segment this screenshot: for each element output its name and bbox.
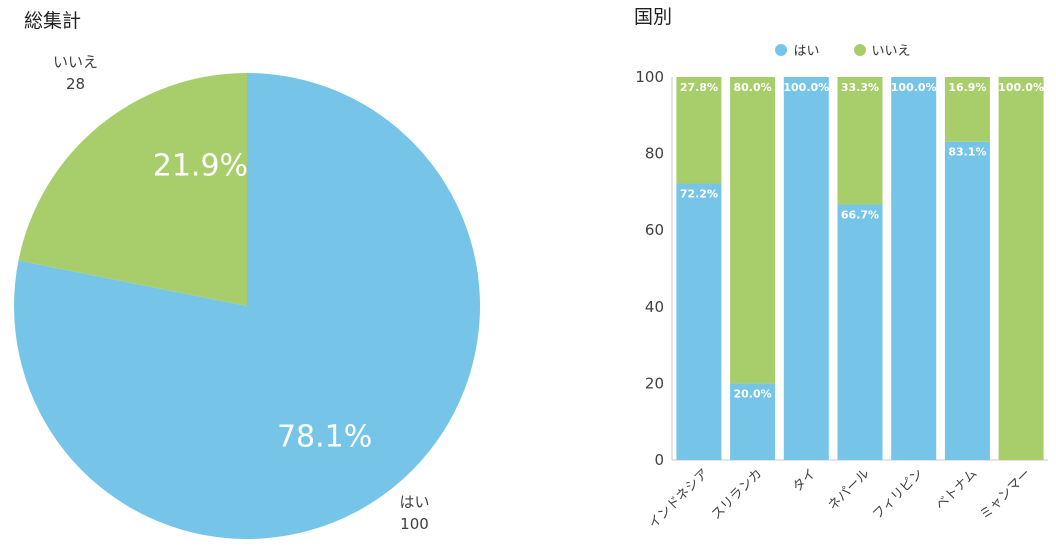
- x-category-label: フィリピン: [870, 466, 926, 522]
- bar-value-label: 66.7%: [841, 209, 879, 222]
- bar-segment-yes: [783, 77, 829, 460]
- bar-segment-yes: [837, 204, 883, 460]
- bar-chart: 0 20 40 60 80 100 72.2% 27.8% インドネシア 20.0% 80.0% スリ…: [635, 68, 1048, 532]
- bar-value-label: 16.9%: [948, 81, 986, 94]
- bar-value-label: 72.2%: [680, 188, 718, 201]
- bar-segment-yes: [730, 383, 776, 460]
- legend-swatch-yes-icon: [775, 43, 788, 56]
- bar-value-label: 20.0%: [734, 387, 772, 400]
- y-tick-label: 80: [645, 145, 664, 163]
- y-tick-label: 0: [654, 451, 664, 469]
- bar-segment-yes: [944, 141, 990, 460]
- x-category-label: ベトナム: [933, 466, 980, 513]
- bar-value-label: 100.0%: [891, 81, 937, 94]
- x-category-label: スリランカ: [709, 466, 766, 523]
- legend-label-no: いいえ: [871, 44, 911, 59]
- pie-outside-label: いいえ 28: [53, 53, 98, 93]
- bar-segment-yes: [891, 77, 937, 460]
- bar-value-label: 80.0%: [734, 81, 772, 94]
- bar-value-label: 27.8%: [680, 81, 718, 94]
- y-tick-label: 60: [645, 221, 664, 239]
- legend-item-no: いいえ: [853, 40, 911, 59]
- x-category-label: インドネシア: [646, 466, 712, 532]
- bar-value-label: 83.1%: [948, 146, 986, 159]
- x-category-label: ミャンマー: [977, 466, 1034, 523]
- pie-slice-no: [18, 73, 247, 306]
- pie-chart: 78.1% はい 100 21.9% いいえ 28: [14, 53, 481, 539]
- bar-value-label: 100.0%: [783, 81, 829, 94]
- y-tick-label: 40: [645, 298, 664, 316]
- bar-title: 国別: [634, 6, 673, 28]
- legend-item-yes: はい: [775, 40, 820, 59]
- bar-segment-no: [837, 77, 883, 205]
- bar-segment-no: [676, 77, 722, 184]
- legend-swatch-no-icon: [853, 43, 866, 56]
- x-category-label: タイ: [790, 466, 819, 495]
- bar-legend: はい いいえ: [630, 40, 1056, 59]
- bar-segment-no: [998, 77, 1044, 460]
- bar-panel: 国別 はい いいえ 0 20 40 60 80 100 72.2% 27.8% インドネシア 20…: [630, 0, 1056, 547]
- y-tick-label: 20: [645, 374, 664, 392]
- bar-segment-yes: [676, 183, 722, 460]
- pie-outside-label: はい 100: [399, 493, 429, 533]
- bar-value-label: 100.0%: [998, 81, 1044, 94]
- pie-panel: 総集計 78.1% はい 100 21.9% いいえ 28: [0, 0, 520, 547]
- bar-value-label: 33.3%: [841, 81, 879, 94]
- y-tick-label: 100: [635, 68, 664, 86]
- bar-segment-no: [944, 77, 990, 142]
- pie-slice-yes: [14, 73, 481, 539]
- x-category-label: ネパール: [825, 466, 872, 513]
- legend-label-yes: はい: [793, 44, 820, 59]
- bar-segment-no: [730, 77, 776, 384]
- pie-title: 総集計: [24, 10, 82, 32]
- pie-percent-label: 21.9%: [153, 148, 248, 183]
- pie-percent-label: 78.1%: [277, 420, 372, 455]
